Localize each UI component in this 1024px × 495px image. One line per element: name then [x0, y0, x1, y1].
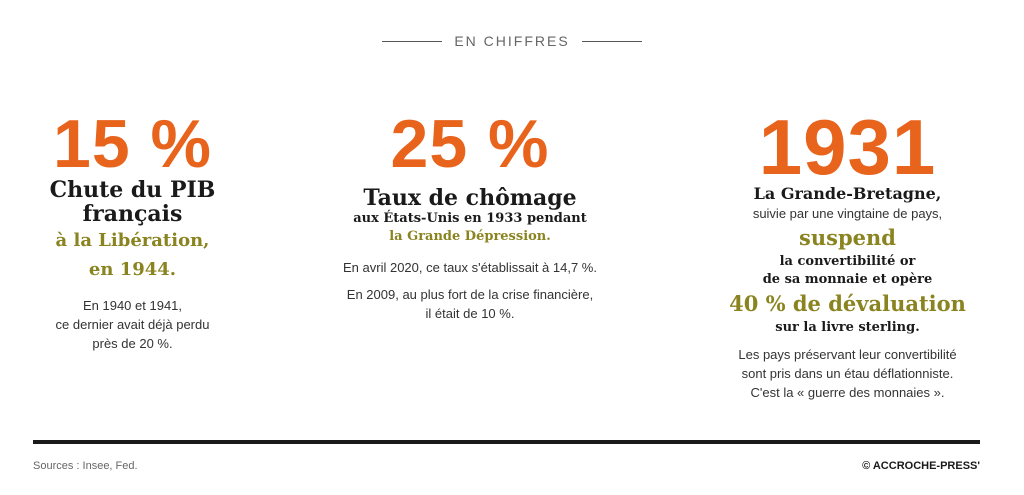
sources-note: Sources : Insee, Fed. — [33, 460, 138, 472]
footer-divider — [33, 440, 980, 444]
stat-column-unemployment: 25 % Taux de chômage aux États-Unis en 1… — [300, 110, 640, 323]
stat-body: ce dernier avait déjà perdu — [55, 317, 210, 332]
stat-figure: 1931 — [758, 103, 937, 191]
stat-detail: de sa monnaie et opère — [762, 272, 933, 287]
stat-body: En 2009, au plus fort de la crise financ… — [346, 287, 594, 302]
header-rule-right — [581, 40, 642, 42]
stat-subtitle: la Grande Dépression. — [389, 229, 551, 244]
header-rule-left — [382, 40, 443, 42]
stat-column-gdp: 15 % Chute du PIB français à la Libérati… — [20, 110, 245, 353]
stat-title: français — [82, 201, 183, 227]
section-label: EN CHIFFRES — [454, 33, 570, 49]
stat-detail: sur la livre sterling. — [775, 320, 920, 335]
stat-body: C'est la « guerre des monnaies ». — [750, 385, 945, 400]
stat-subtitle: aux États-Unis en 1933 pendant — [353, 211, 587, 226]
stat-body: sont pris dans un étau déflationniste. — [741, 366, 954, 381]
stat-column-convertibility: 1931 La Grande-Bretagne, suivie par une … — [690, 103, 1005, 402]
stat-title: La Grande-Bretagne, — [753, 184, 942, 203]
stat-highlight: 40 % de dévaluation — [729, 291, 966, 316]
stat-figure: 15 % — [53, 106, 212, 182]
stat-body: Les pays préservant leur convertibilité — [738, 347, 957, 362]
stat-figure: 25 % — [390, 106, 550, 182]
stat-subtitle: à la Libération, — [55, 230, 210, 251]
stat-title: Taux de chômage — [363, 185, 577, 211]
stat-detail: la convertibilité or — [779, 254, 916, 269]
stat-body: près de 20 %. — [92, 336, 173, 351]
stat-highlight: suspend — [799, 225, 896, 250]
stat-body: il était de 10 %. — [425, 306, 515, 321]
stat-body: En avril 2020, ce taux s'établissait à 1… — [343, 260, 597, 275]
copyright-credit: © ACCROCHE-PRESS' — [862, 460, 980, 472]
section-header: EN CHIFFRES — [0, 33, 1024, 49]
stat-title: Chute du PIB — [49, 177, 216, 203]
stat-body: suivie par une vingtaine de pays, — [752, 206, 943, 221]
stat-body: En 1940 et 1941, — [82, 298, 183, 313]
stat-subtitle: en 1944. — [88, 259, 177, 280]
